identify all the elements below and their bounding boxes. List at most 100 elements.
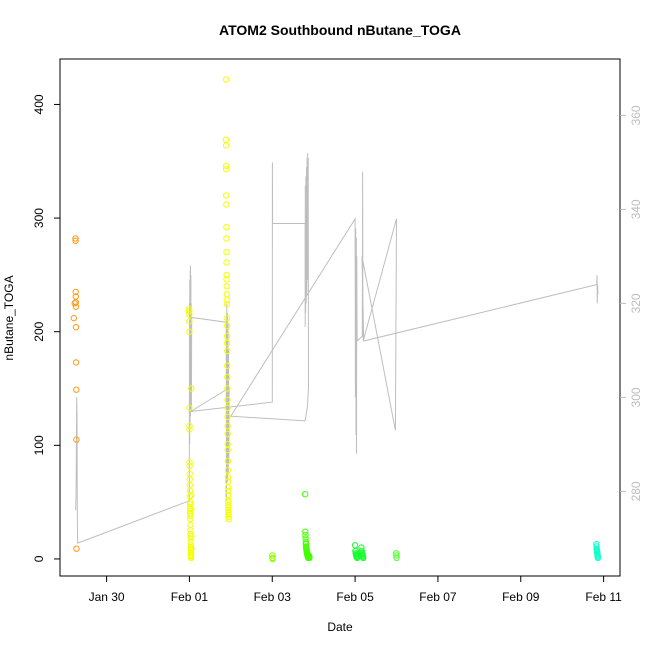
data-point	[223, 283, 230, 290]
data-point	[188, 492, 195, 499]
point-layer	[70, 76, 602, 563]
x-axis: Jan 30 Feb 01 Feb 03 Feb 05 Feb 07 Feb 09 Feb …	[89, 576, 622, 604]
data-point	[223, 314, 231, 322]
data-point	[223, 166, 230, 173]
data-point	[72, 235, 79, 242]
x-tick-label: Feb 11	[585, 590, 622, 604]
data-point	[222, 142, 230, 149]
data-point	[187, 554, 195, 561]
data-point	[223, 192, 230, 199]
data-point	[224, 362, 231, 369]
data-point	[186, 318, 193, 325]
data-point	[73, 545, 80, 552]
data-point	[224, 422, 231, 430]
data-point	[187, 542, 194, 549]
data-point	[70, 314, 78, 322]
data-point	[225, 502, 232, 509]
data-point	[71, 300, 78, 307]
x-tick-label: Feb 01	[171, 590, 209, 604]
data-point	[72, 299, 80, 306]
data-point	[186, 328, 193, 335]
data-point	[186, 459, 193, 466]
data-point	[188, 385, 195, 392]
data-point	[224, 484, 232, 491]
y-tick-label: 300	[32, 208, 46, 228]
y2-tick-label: 300	[629, 387, 643, 407]
y2-tick-label: 280	[629, 481, 643, 501]
data-point	[72, 324, 80, 331]
data-point	[186, 308, 193, 315]
data-point	[223, 224, 230, 231]
data-point	[223, 201, 230, 208]
data-point	[225, 509, 232, 516]
data-point	[224, 374, 231, 381]
y2-tick-label: 360	[629, 105, 643, 125]
data-point	[353, 554, 361, 561]
y-axis: 0 100 200 300 400	[32, 94, 60, 562]
data-point	[305, 552, 313, 559]
data-point	[223, 301, 231, 308]
data-point	[72, 359, 80, 366]
data-point	[225, 513, 232, 521]
y-tick-label: 100	[32, 435, 46, 455]
data-point	[269, 552, 276, 559]
data-point	[225, 516, 232, 523]
data-point	[223, 333, 231, 340]
y-tick-label: 200	[32, 321, 46, 341]
data-point	[225, 504, 232, 511]
data-point	[224, 487, 232, 494]
data-point	[224, 385, 231, 392]
data-point	[73, 386, 80, 393]
data-point	[73, 436, 80, 443]
data-point	[186, 501, 194, 508]
y-tick-label: 400	[32, 94, 46, 114]
data-point	[224, 467, 232, 474]
data-point	[223, 235, 230, 242]
data-point	[393, 550, 400, 557]
y-axis-label: nButane_TOGA	[2, 275, 16, 360]
data-point	[223, 276, 230, 283]
data-point	[186, 426, 193, 433]
x-tick-label: Feb 07	[419, 590, 457, 604]
data-point	[186, 311, 193, 318]
data-point	[302, 528, 309, 535]
data-point	[224, 492, 232, 499]
data-point	[186, 462, 193, 469]
series-line	[75, 152, 599, 544]
y2-axis-right: 280 300 320 340 360	[620, 105, 643, 501]
data-point	[222, 162, 230, 170]
data-point	[223, 259, 230, 266]
data-point	[594, 554, 602, 561]
x-tick-label: Jan 30	[89, 590, 125, 604]
data-point	[187, 512, 194, 519]
data-point	[72, 288, 79, 296]
data-point	[223, 249, 230, 256]
data-point	[224, 413, 231, 421]
data-point	[223, 339, 231, 347]
data-point	[188, 545, 195, 552]
data-point	[72, 237, 79, 245]
data-point	[358, 547, 365, 555]
data-point	[393, 554, 400, 561]
data-point	[224, 446, 231, 454]
y2-tick-label: 340	[629, 199, 643, 219]
data-point	[188, 533, 195, 540]
x-tick-label: Feb 03	[254, 590, 292, 604]
data-point	[186, 404, 193, 411]
data-point	[222, 76, 230, 83]
plot-frame	[59, 58, 621, 577]
data-point	[223, 296, 231, 304]
data-point	[225, 506, 232, 514]
data-point	[301, 491, 309, 498]
data-point	[302, 531, 309, 539]
data-point	[224, 458, 232, 465]
y-tick-label: 0	[32, 555, 46, 562]
data-point	[188, 505, 195, 513]
data-point	[360, 554, 367, 561]
data-point	[224, 396, 231, 404]
data-point	[269, 555, 276, 563]
x-tick-label: Feb 09	[502, 590, 540, 604]
line-layer	[75, 152, 599, 544]
